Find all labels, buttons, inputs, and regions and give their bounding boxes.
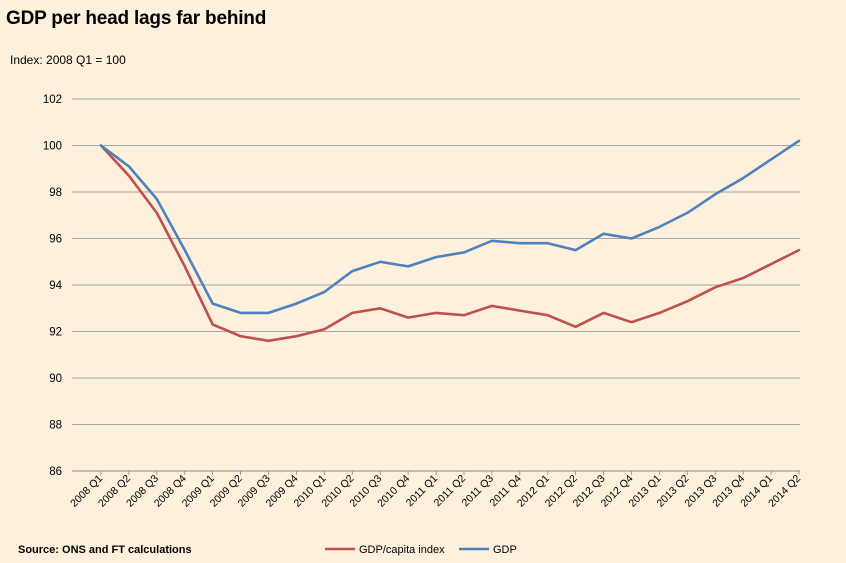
y-tick-label: 102 <box>43 94 62 106</box>
legend-label: GDP/capita index <box>359 544 445 556</box>
series-lines <box>99 139 801 343</box>
y-tick-label: 98 <box>49 187 62 199</box>
legend-label: GDP <box>493 544 517 556</box>
y-tick-label: 92 <box>49 327 62 339</box>
y-axis-ticks: 86 88 90 92 94 96 98 100 102 <box>43 94 63 478</box>
series-line-gdp-per-capita <box>99 144 801 343</box>
y-tick-label: 96 <box>49 234 62 246</box>
series-line-gdp <box>99 139 801 315</box>
y-axis-label: Index: 2008 Q1 = 100 <box>10 53 126 67</box>
y-tick-label: 94 <box>49 280 62 292</box>
chart-title: GDP per head lags far behind <box>6 8 267 29</box>
legend: GDP/capita index GDP <box>325 544 517 556</box>
gridlines <box>72 98 800 425</box>
y-tick-label: 100 <box>43 141 62 153</box>
source-note: Source: ONS and FT calculations <box>18 544 192 556</box>
y-tick-label: 86 <box>49 466 62 478</box>
y-tick-label: 88 <box>49 420 62 432</box>
y-tick-label: 90 <box>49 373 62 385</box>
